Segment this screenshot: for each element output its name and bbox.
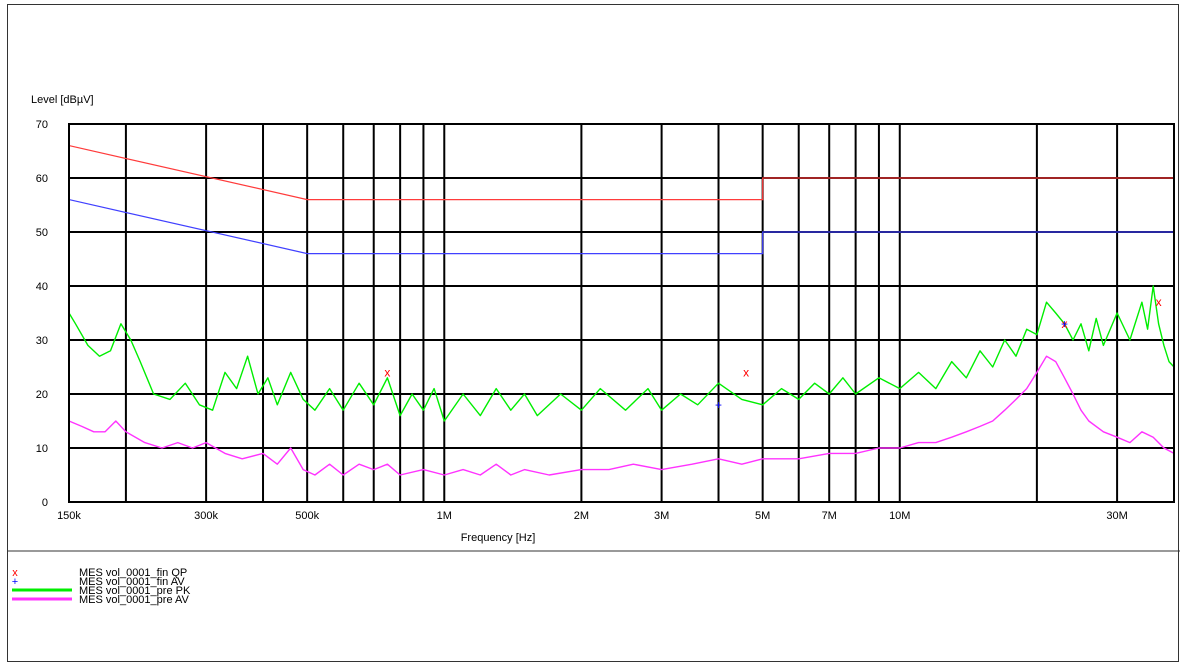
limit-line <box>68 145 1174 201</box>
data-marker: x <box>743 365 749 379</box>
x-axis-label: Frequency [Hz] <box>461 532 536 544</box>
data-marker: x <box>1156 295 1162 309</box>
y-axis-label: Level [dBµV] <box>31 94 94 106</box>
legend-label: MES vol_0001_pre AV <box>79 594 190 606</box>
legend-label: MES vol_0001_fin AV <box>79 576 185 588</box>
x-tick-label: 5M <box>755 510 770 522</box>
legend-label: MES vol_0001_pre PK <box>79 585 191 597</box>
chart-frame: Level [dBµV] x x x x + + 0 10 20 30 40 50 60 70 150k… <box>7 4 1180 662</box>
legend-symbol: x <box>12 567 18 579</box>
data-marker: x <box>1062 317 1068 331</box>
series-line <box>68 355 1175 476</box>
legend-label: MES vol_0001_fin QP <box>79 567 187 579</box>
legend-symbol: + <box>12 576 18 588</box>
data-marker: x <box>384 365 390 379</box>
x-tick-labels: 150k 300k 500k 1M 2M 3M 5M 7M 10M 30M <box>57 510 1128 522</box>
data-marker: + <box>1061 317 1068 331</box>
plot-border <box>68 123 1175 503</box>
y-tick-label: 20 <box>36 389 48 401</box>
y-tick-label: 0 <box>42 497 48 509</box>
y-tick-label: 60 <box>36 173 48 185</box>
y-tick-label: 10 <box>36 443 48 455</box>
y-tick-label: 50 <box>36 227 48 239</box>
x-tick-label: 30M <box>1106 510 1127 522</box>
data-marker: + <box>715 398 722 412</box>
x-tick-label: 1M <box>437 510 452 522</box>
x-tick-label: 150k <box>57 510 81 522</box>
x-tick-label: 7M <box>822 510 837 522</box>
final-markers: x xxx++ <box>384 295 1161 412</box>
limit-line <box>68 199 1174 255</box>
x-gridlines <box>124 124 1119 502</box>
x-tick-label: 2M <box>574 510 589 522</box>
series-line <box>68 285 1175 422</box>
x-tick-label: 300k <box>194 510 218 522</box>
y-tick-label: 40 <box>36 281 48 293</box>
series-lines <box>68 285 1175 476</box>
x-tick-label: 500k <box>295 510 319 522</box>
y-tick-label: 30 <box>36 335 48 347</box>
y-tick-labels: 0 10 20 30 40 50 60 70 <box>36 119 48 509</box>
x-tick-label: 10M <box>889 510 910 522</box>
x-tick-label: 3M <box>654 510 669 522</box>
limit-lines <box>68 145 1174 255</box>
y-tick-label: 70 <box>36 119 48 131</box>
legend: x MES vol_0001_fin QP + MES vol_0001_fin AV… <box>12 567 191 606</box>
